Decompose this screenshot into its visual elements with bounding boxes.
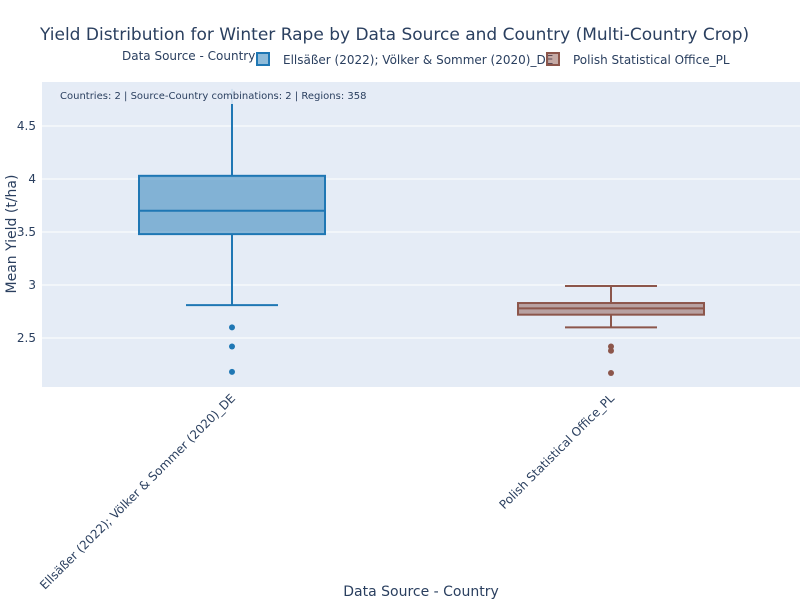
outlier-point: [229, 343, 235, 350]
y-tick-label: 4.5: [17, 119, 36, 133]
y-tick-labels: 2.5 3 3.5 4 4.5: [17, 119, 36, 345]
box-group-1: [517, 285, 705, 376]
legend-label-pl: Polish Statistical Office_PL: [573, 53, 730, 67]
y-axis-title: Mean Yield (t/ha): [4, 175, 20, 294]
x-axis-title: Data Source - Country: [343, 584, 499, 600]
legend-item-de[interactable]: Ellsäßer (2022); Völker & Sommer (2020)_…: [256, 52, 553, 67]
legend-label-de: Ellsäßer (2022); Völker & Sommer (2020)_…: [283, 53, 553, 67]
legend-item-pl[interactable]: Polish Statistical Office_PL: [546, 52, 730, 67]
summary-annotation: Countries: 2 | Source-Country combinatio…: [60, 91, 366, 102]
y-tick-label: 4: [28, 172, 36, 186]
y-tick-label: 3.5: [17, 225, 36, 239]
outlier-point: [229, 368, 235, 375]
outlier-point: [608, 369, 614, 376]
y-tick-label: 2.5: [17, 331, 36, 345]
legend-swatch-de: [256, 52, 270, 66]
box-iqr: [138, 174, 326, 236]
y-tick-label: 3: [28, 278, 36, 292]
x-tick-label: Polish Statistical Office_PL: [497, 391, 618, 512]
legend-title: Data Source - Country: [122, 49, 255, 63]
outlier-point: [608, 347, 614, 354]
legend-swatch-pl: [546, 52, 560, 66]
annotation-background: [57, 87, 349, 104]
x-tick-label: Ellsäßer (2022); Völker & Sommer (2020)_…: [37, 391, 238, 592]
outlier-point: [608, 343, 614, 350]
chart-title: Yield Distribution for Winter Rape by Da…: [39, 25, 749, 45]
x-tick-labels: Ellsäßer (2022); Völker & Sommer (2020)_…: [37, 391, 617, 592]
outlier-point: [229, 324, 235, 331]
